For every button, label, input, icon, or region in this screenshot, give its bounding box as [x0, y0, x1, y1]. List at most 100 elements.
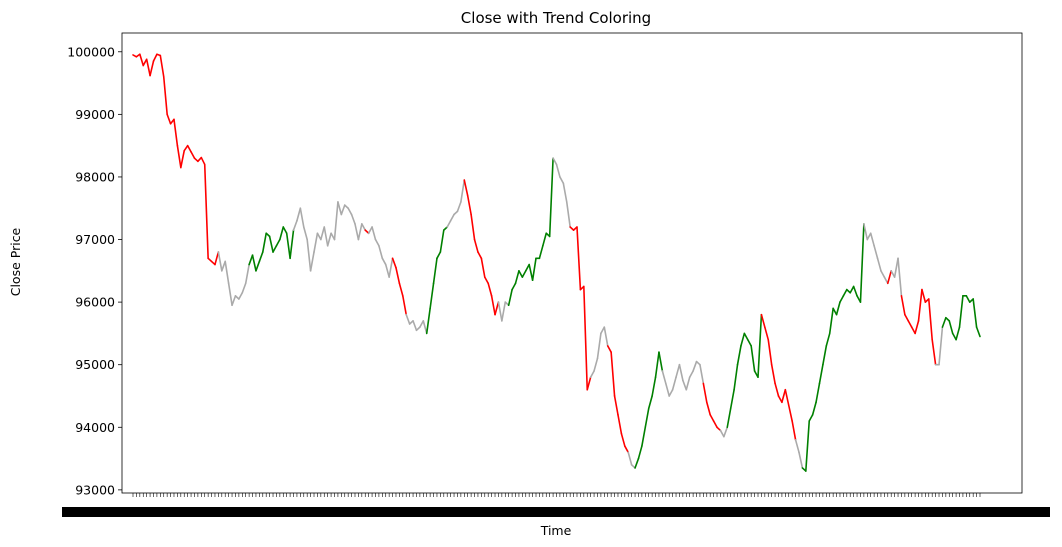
series-segment-up — [641, 426, 647, 447]
series-segment-flat — [627, 451, 633, 466]
series-segment-flat — [227, 282, 233, 307]
series-segment-down — [886, 270, 893, 285]
series-segment-up — [258, 251, 264, 263]
series-segment-up — [822, 345, 828, 366]
series-segment-flat — [876, 257, 882, 272]
series-segment-down — [784, 388, 790, 407]
series-segment-down — [487, 282, 493, 297]
series-segment-flat — [688, 370, 694, 379]
series-segment-up — [815, 382, 821, 404]
series-segment-flat — [596, 332, 602, 360]
series-segment-up — [842, 288, 848, 297]
series-segment-flat — [337, 201, 343, 216]
series-segment-flat — [292, 219, 298, 231]
series-segment-up — [637, 445, 643, 460]
series-segment-down — [480, 257, 486, 278]
series-segment-flat — [497, 301, 503, 322]
x-tick-label-last: 00 — [1034, 505, 1050, 520]
series-segment-down — [764, 326, 770, 341]
series-segment-up — [528, 263, 534, 282]
series-segment-flat — [220, 260, 227, 272]
series-segment-up — [507, 288, 513, 307]
series-segment-up — [548, 157, 554, 238]
series-segment-up — [859, 223, 865, 303]
series-segment-down — [774, 382, 780, 397]
series-segment-up — [272, 244, 278, 253]
chart-title: Close with Trend Coloring — [461, 9, 651, 27]
series-segment-up — [975, 326, 981, 338]
series-segment-flat — [367, 226, 373, 235]
series-segment-down — [402, 295, 408, 316]
series-segment-down — [180, 149, 186, 169]
series-segment-down — [705, 401, 711, 416]
series-segment-flat — [422, 320, 428, 335]
series-segment-down — [917, 288, 923, 322]
series-segment-up — [285, 232, 291, 260]
series-segment-up — [839, 295, 845, 303]
series-segment-flat — [897, 257, 903, 297]
series-segment-up — [514, 270, 520, 285]
series-segment-down — [583, 285, 589, 391]
series-segment-flat — [794, 439, 800, 454]
plot-area — [121, 32, 1023, 494]
series-segment-down — [613, 395, 619, 416]
series-segment-up — [811, 401, 817, 416]
x-axis: 20 00 — [62, 493, 1050, 520]
series-segment-up — [835, 301, 841, 316]
series-segment-down — [781, 388, 787, 404]
series-layer — [132, 53, 981, 472]
series-segment-up — [805, 420, 811, 472]
series-segment-flat — [682, 379, 688, 391]
series-segment-down — [931, 338, 937, 366]
series-segment-down — [617, 413, 623, 435]
series-segment-up — [429, 282, 435, 310]
series-segment-flat — [938, 326, 944, 366]
series-segment-down — [473, 238, 479, 253]
series-segment-down — [190, 151, 196, 159]
series-segment-flat — [384, 263, 390, 278]
y-tick-label: 100000 — [67, 44, 115, 59]
series-segment-up — [531, 257, 537, 282]
series-segment-flat — [555, 163, 561, 178]
series-segment-flat — [405, 313, 411, 325]
series-segment-up — [743, 332, 749, 341]
series-segment-flat — [893, 257, 899, 278]
series-segment-flat — [241, 282, 247, 294]
series-segment-flat — [446, 219, 452, 228]
series-segment-down — [910, 326, 916, 335]
series-segment-flat — [883, 276, 889, 285]
series-segment-up — [521, 270, 527, 278]
series-segment-flat — [671, 376, 677, 391]
series-segment-up — [654, 351, 660, 379]
series-segment-up — [726, 407, 732, 429]
series-segment-up — [941, 316, 947, 328]
series-segment-up — [255, 260, 261, 272]
series-segment-up — [634, 457, 640, 469]
y-tick-label: 97000 — [75, 232, 115, 247]
series-segment-flat — [460, 179, 466, 203]
series-segment-down — [760, 313, 766, 328]
y-tick-label: 99000 — [75, 107, 115, 122]
series-segment-down — [149, 60, 155, 77]
series-segment-down — [463, 179, 469, 197]
series-segment-flat — [552, 157, 558, 166]
series-segment-down — [791, 420, 797, 441]
series-segment-up — [746, 338, 752, 347]
y-tick-label: 96000 — [75, 295, 115, 310]
series-segment-flat — [217, 251, 223, 272]
series-segment-flat — [371, 226, 377, 241]
series-segment-up — [958, 295, 964, 328]
series-segment-down — [200, 156, 206, 166]
series-segment-up — [518, 270, 524, 278]
series-segment-flat — [873, 244, 879, 260]
series-segment-down — [183, 144, 189, 152]
series-segment-down — [907, 320, 913, 328]
series-segment-down — [610, 351, 616, 397]
series-segment-up — [972, 298, 978, 328]
series-segment-up — [651, 376, 657, 397]
series-segment-flat — [374, 238, 380, 247]
series-segment-down — [586, 376, 592, 391]
series-segment-down — [620, 432, 626, 447]
series-segment-up — [261, 232, 267, 253]
